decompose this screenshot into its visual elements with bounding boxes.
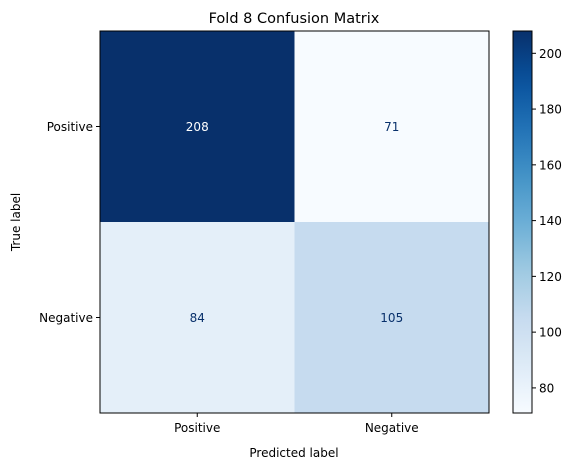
x-tick-label: Negative [365, 421, 419, 435]
matrix-frame [99, 30, 490, 414]
x-axis-ticks: Positive Negative [174, 413, 419, 435]
colorbar-tick-label: 140 [539, 214, 562, 228]
cell-value-label: 208 [186, 120, 209, 134]
cell-value-label: 71 [384, 120, 399, 134]
matrix-cells: 208 71 84 105 [100, 31, 489, 413]
x-tick-label: Positive [174, 421, 220, 435]
y-tick-label: Positive [47, 120, 93, 134]
colorbar-ticks: 80 100 120 140 160 180 200 [532, 47, 562, 395]
matrix-cell [100, 222, 295, 413]
cell-value-label: 84 [190, 311, 205, 325]
y-tick-label: Negative [39, 311, 93, 325]
colorbar-tick-label: 160 [539, 158, 562, 172]
colorbar [512, 30, 533, 414]
colorbar-tick-label: 180 [539, 103, 562, 117]
matrix-cell [294, 222, 489, 413]
colorbar-tick-label: 80 [539, 381, 554, 395]
colorbar-tick-label: 200 [539, 47, 562, 61]
colorbar-tick-label: 120 [539, 270, 562, 284]
chart-title: Fold 8 Confusion Matrix [209, 11, 380, 27]
matrix-cell [294, 31, 489, 222]
y-axis-label: True label [9, 193, 23, 252]
x-axis-label: Predicted label [249, 446, 338, 460]
cell-value-label: 105 [380, 311, 403, 325]
y-axis-ticks: Positive Negative [39, 120, 100, 325]
colorbar-tick-label: 100 [539, 326, 562, 340]
matrix-cell [100, 31, 295, 222]
